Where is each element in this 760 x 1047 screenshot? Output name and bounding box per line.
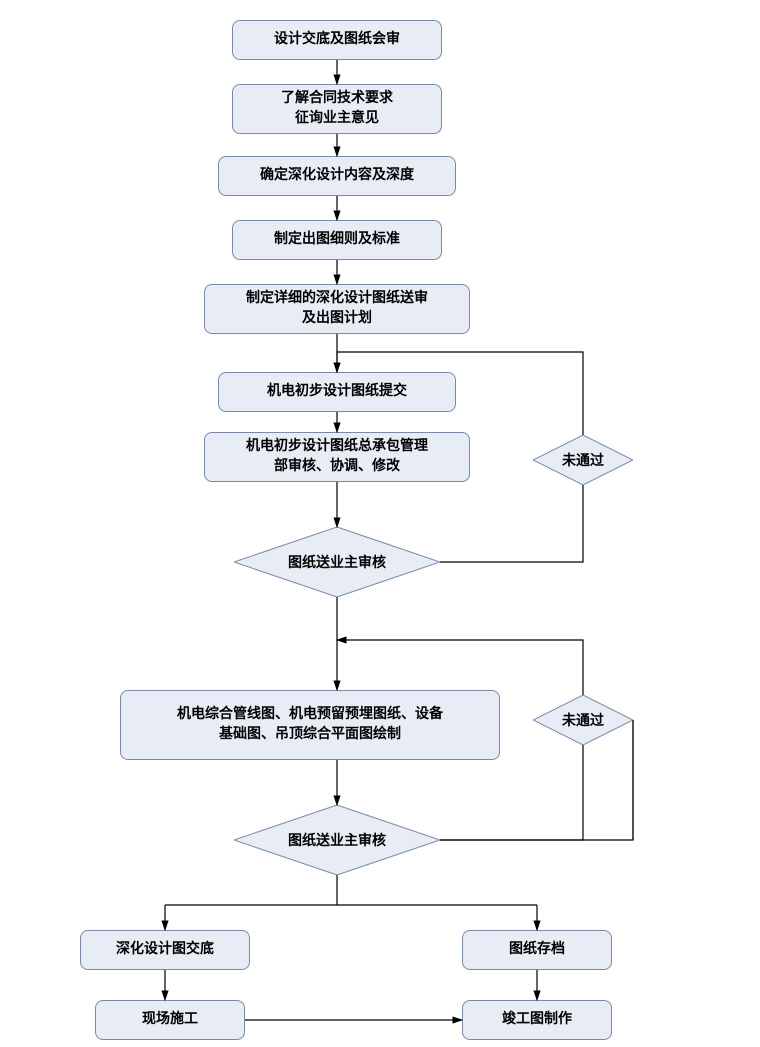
node-label: 图纸送业主审核: [288, 830, 386, 850]
node-label: 未通过: [562, 450, 604, 470]
node-label: 未通过: [562, 710, 604, 730]
node-label: 图纸送业主审核: [288, 552, 386, 572]
connectors: [0, 0, 760, 1047]
